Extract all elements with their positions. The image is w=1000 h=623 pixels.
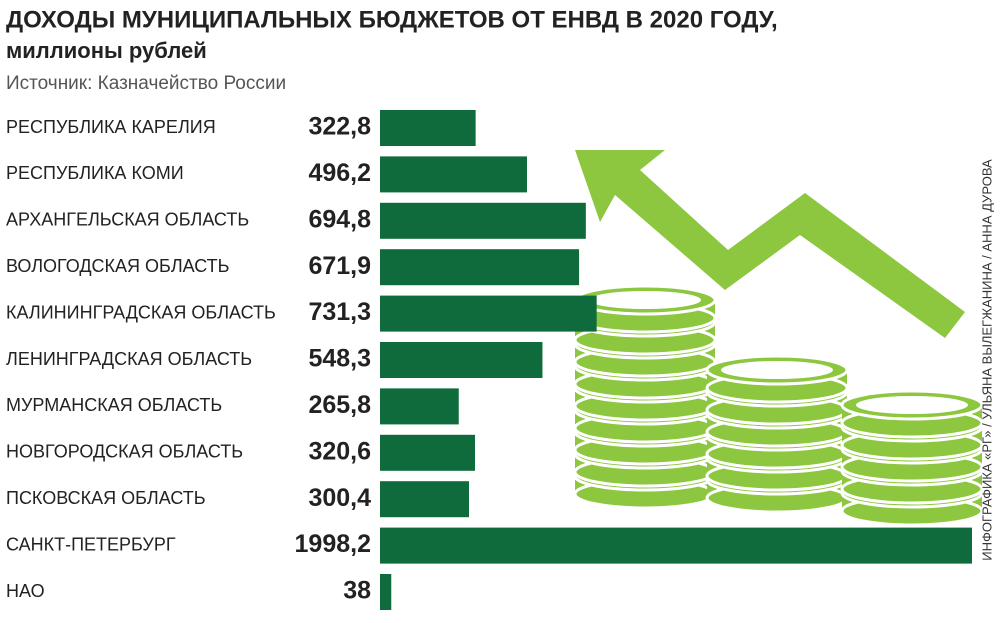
- value-label: 320,6: [308, 437, 371, 465]
- value-label: 731,3: [308, 298, 371, 326]
- bar: [380, 110, 476, 146]
- decoration: [573, 150, 984, 527]
- category-label: КАЛИНИНГРАДСКАЯ ОБЛАСТЬ: [6, 302, 276, 322]
- bar: [380, 295, 597, 332]
- value-label: 694,8: [308, 205, 371, 233]
- coin-face: [856, 396, 968, 414]
- bar: [380, 156, 528, 193]
- coin-face: [589, 291, 701, 309]
- bar: [380, 527, 972, 564]
- category-label: РЕСПУБЛИКА КОМИ: [6, 163, 184, 183]
- chart-title: ДОХОДЫ МУНИЦИПАЛЬНЫХ БЮДЖЕТОВ ОТ ЕНВД В …: [6, 6, 778, 33]
- bar: [380, 202, 586, 239]
- bar: [380, 342, 543, 378]
- value-label: 671,9: [308, 252, 371, 280]
- bar: [380, 574, 392, 610]
- category-label: ПСКОВСКАЯ ОБЛАСТЬ: [6, 488, 206, 508]
- bar: [380, 388, 459, 425]
- credit: ИНФОГРАФИКА «РГ» / УЛЬЯНА ВЫЛЕГЖАНИНА / …: [979, 159, 994, 561]
- arrow: [575, 150, 965, 338]
- value-label: 300,4: [308, 484, 371, 512]
- category-label: МУРМАНСКАЯ ОБЛАСТЬ: [6, 395, 222, 415]
- value-label: 496,2: [308, 159, 371, 187]
- bar: [380, 434, 475, 471]
- value-label: 38: [343, 577, 371, 605]
- category-label: ВОЛОГОДСКАЯ ОБЛАСТЬ: [6, 256, 230, 276]
- value-label: 548,3: [308, 345, 371, 373]
- category-label: РЕСПУБЛИКА КАРЕЛИЯ: [6, 117, 216, 137]
- source: Источник: Казначейство России: [6, 73, 286, 94]
- category-label: НОВГОРОДСКАЯ ОБЛАСТЬ: [6, 442, 243, 462]
- coin-face: [721, 361, 833, 379]
- coins: [573, 284, 984, 527]
- category-label: ЛЕНИНГРАДСКАЯ ОБЛАСТЬ: [6, 349, 252, 369]
- value-label: 265,8: [308, 391, 371, 419]
- bar: [380, 249, 580, 286]
- value-label: 1998,2: [295, 530, 371, 558]
- category-label: АРХАНГЕЛЬСКАЯ ОБЛАСТЬ: [6, 210, 249, 230]
- chart-subtitle: миллионы рублей: [6, 38, 207, 63]
- category-label: НАО: [6, 581, 45, 601]
- category-label: САНКТ-ПЕТЕРБУРГ: [6, 534, 176, 554]
- value-label: 322,8: [308, 113, 371, 141]
- bar: [380, 481, 469, 518]
